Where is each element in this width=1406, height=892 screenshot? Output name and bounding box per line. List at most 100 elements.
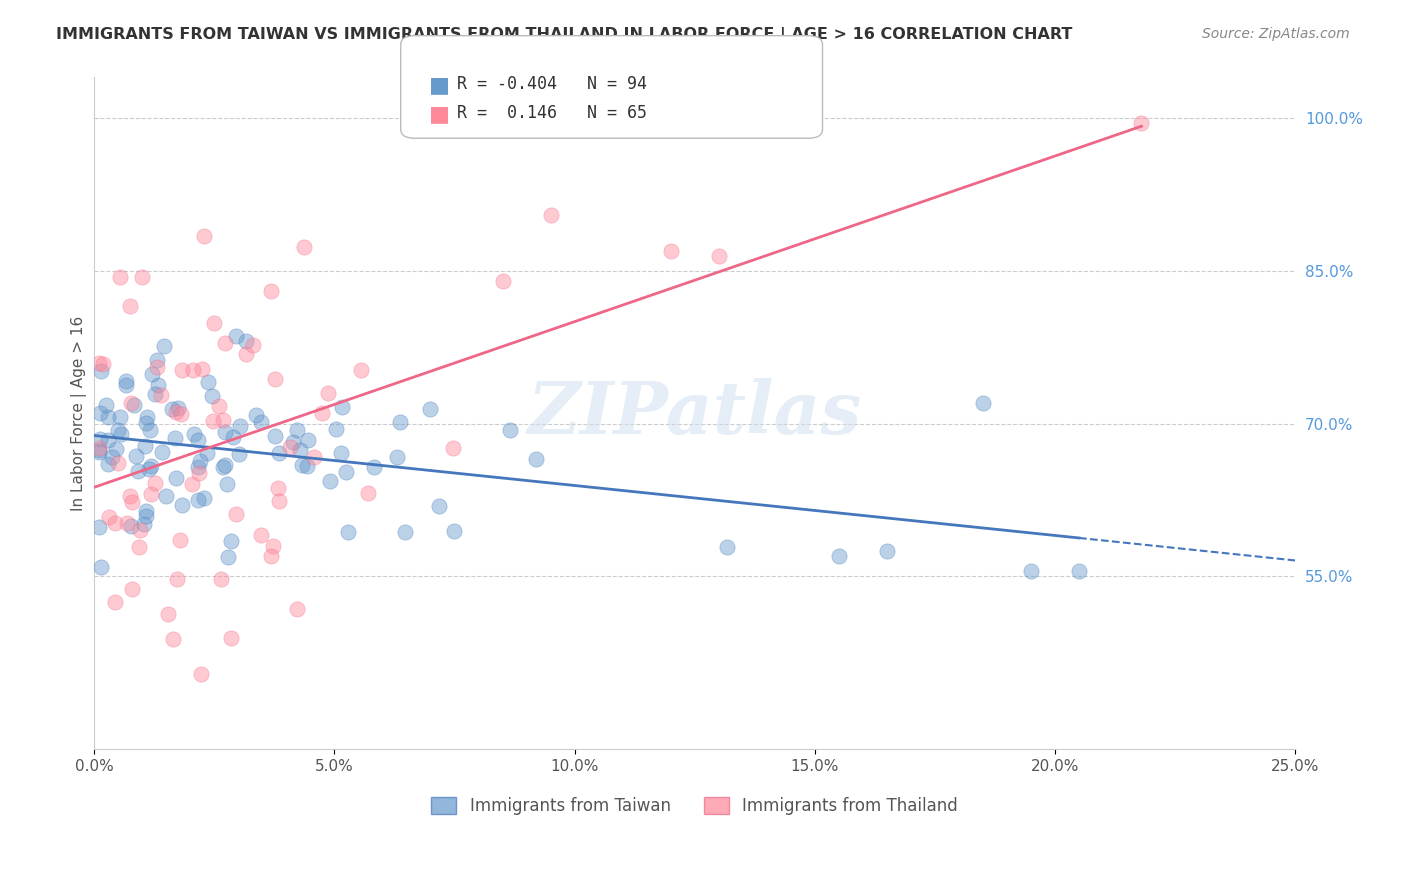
Immigrants from Thailand [165, 405, 187, 419]
Immigrants from Taiwan [89, 405, 111, 419]
Immigrants from Taiwan [115, 374, 138, 388]
Immigrants from Taiwan [1019, 564, 1042, 578]
Immigrants from Taiwan [97, 409, 120, 424]
Immigrants from Thailand [169, 533, 191, 547]
Immigrants from Thailand [441, 442, 464, 456]
Immigrants from Thailand [269, 494, 291, 508]
Immigrants from Thailand [87, 356, 110, 370]
Immigrants from Taiwan [716, 541, 738, 555]
Immigrants from Taiwan [363, 459, 385, 474]
Legend: Immigrants from Taiwan, Immigrants from Thailand: Immigrants from Taiwan, Immigrants from … [425, 790, 965, 822]
Immigrants from Taiwan [828, 549, 851, 563]
Immigrants from Taiwan [335, 465, 357, 479]
Immigrants from Thailand [190, 666, 212, 681]
Immigrants from Thailand [242, 338, 264, 352]
Immigrants from Taiwan [250, 415, 273, 429]
Immigrants from Taiwan [1067, 564, 1090, 578]
Immigrants from Taiwan [87, 443, 110, 458]
Immigrants from Thailand [193, 229, 215, 244]
Immigrants from Taiwan [139, 459, 162, 474]
Immigrants from Taiwan [229, 419, 252, 434]
Immigrants from Taiwan [337, 524, 360, 539]
Immigrants from Taiwan [222, 430, 245, 444]
Immigrants from Taiwan [90, 364, 112, 378]
Text: Source: ZipAtlas.com: Source: ZipAtlas.com [1202, 27, 1350, 41]
Immigrants from Taiwan [214, 458, 236, 472]
Immigrants from Thailand [87, 441, 110, 455]
Immigrants from Thailand [98, 509, 121, 524]
Immigrants from Taiwan [215, 476, 238, 491]
Immigrants from Taiwan [524, 452, 547, 467]
Immigrants from Thailand [287, 602, 309, 616]
Immigrants from Thailand [212, 413, 235, 427]
Immigrants from Thailand [260, 549, 283, 563]
Immigrants from Thailand [146, 360, 169, 375]
Immigrants from Taiwan [89, 432, 111, 446]
Immigrants from Taiwan [110, 427, 132, 442]
Immigrants from Taiwan [134, 439, 156, 453]
Immigrants from Taiwan [972, 396, 994, 410]
Immigrants from Thailand [157, 607, 180, 621]
Immigrants from Taiwan [217, 549, 239, 564]
Immigrants from Taiwan [170, 498, 193, 512]
Immigrants from Taiwan [264, 428, 287, 442]
Immigrants from Taiwan [100, 450, 122, 464]
Immigrants from Thailand [225, 507, 247, 521]
Immigrants from Taiwan [146, 378, 169, 392]
Immigrants from Thailand [311, 406, 333, 420]
Immigrants from Taiwan [94, 398, 117, 412]
Immigrants from Taiwan [135, 409, 157, 424]
Immigrants from Taiwan [201, 389, 224, 403]
Immigrants from Taiwan [125, 450, 148, 464]
Immigrants from Thailand [219, 632, 242, 646]
Immigrants from Taiwan [876, 544, 898, 558]
Immigrants from Taiwan [160, 402, 183, 417]
Immigrants from Taiwan [225, 329, 247, 343]
Text: ■: ■ [429, 104, 450, 124]
Immigrants from Thailand [118, 300, 141, 314]
Immigrants from Taiwan [183, 426, 205, 441]
Immigrants from Taiwan [197, 375, 219, 389]
Text: ■: ■ [429, 75, 450, 95]
Immigrants from Thailand [350, 362, 373, 376]
Immigrants from Taiwan [135, 416, 157, 430]
Immigrants from Taiwan [167, 401, 190, 416]
Immigrants from Thailand [118, 489, 141, 503]
Immigrants from Taiwan [283, 435, 305, 450]
Immigrants from Thailand [121, 582, 143, 597]
Immigrants from Taiwan [187, 434, 209, 448]
Immigrants from Thailand [91, 357, 114, 371]
Immigrants from Taiwan [245, 408, 267, 422]
Immigrants from Taiwan [145, 353, 167, 368]
Immigrants from Thailand [491, 274, 513, 288]
Immigrants from Taiwan [115, 377, 138, 392]
Text: IMMIGRANTS FROM TAIWAN VS IMMIGRANTS FROM THAILAND IN LABOR FORCE | AGE > 16 COR: IMMIGRANTS FROM TAIWAN VS IMMIGRANTS FRO… [56, 27, 1073, 43]
Immigrants from Thailand [707, 249, 730, 263]
Immigrants from Thailand [260, 285, 283, 299]
Immigrants from Taiwan [291, 458, 314, 472]
Immigrants from Thailand [181, 477, 204, 491]
Immigrants from Taiwan [235, 334, 257, 348]
Immigrants from Taiwan [87, 445, 110, 459]
Text: R =  0.146   N = 65: R = 0.146 N = 65 [457, 104, 647, 122]
Immigrants from Taiwan [141, 368, 163, 382]
Immigrants from Taiwan [219, 534, 242, 549]
Immigrants from Thailand [266, 481, 288, 495]
Immigrants from Taiwan [97, 433, 120, 447]
Immigrants from Taiwan [190, 454, 212, 468]
Immigrants from Thailand [202, 316, 225, 330]
Immigrants from Taiwan [388, 415, 411, 429]
Immigrants from Thailand [170, 363, 193, 377]
Immigrants from Taiwan [394, 525, 416, 540]
Immigrants from Thailand [1130, 116, 1153, 130]
Immigrants from Thailand [128, 540, 150, 554]
Immigrants from Thailand [659, 244, 682, 258]
Text: R = -0.404   N = 94: R = -0.404 N = 94 [457, 75, 647, 93]
Immigrants from Taiwan [150, 445, 173, 459]
Immigrants from Thailand [108, 270, 131, 285]
Immigrants from Thailand [166, 572, 188, 586]
Immigrants from Taiwan [267, 446, 290, 460]
Immigrants from Taiwan [319, 475, 342, 489]
Immigrants from Taiwan [195, 446, 218, 460]
Immigrants from Thailand [104, 516, 127, 530]
